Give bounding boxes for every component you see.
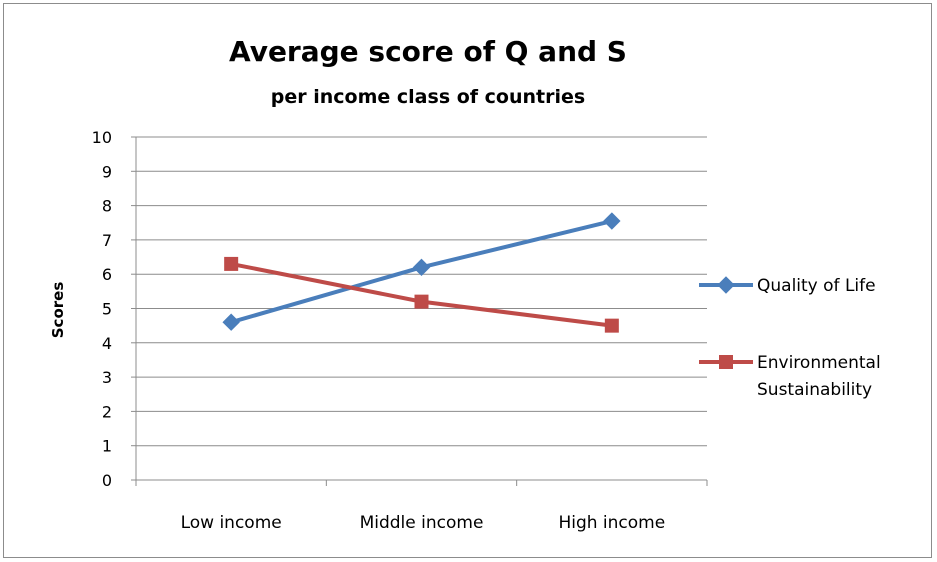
- data-point: [412, 258, 431, 277]
- axes: [131, 136, 708, 486]
- legend-label: Quality of Life: [757, 276, 876, 296]
- chart-title: Average score of Q and S: [229, 35, 627, 68]
- y-tick-label: 6: [102, 265, 112, 284]
- y-tick-label: 7: [102, 231, 112, 250]
- y-tick-label: 8: [102, 197, 112, 216]
- y-tick-label: 10: [92, 128, 112, 147]
- y-tick-label: 2: [102, 402, 112, 421]
- y-tick-label: 9: [102, 162, 112, 181]
- y-axis-label: Scores: [49, 282, 67, 339]
- data-point: [603, 212, 621, 230]
- x-tick-label: Low income: [181, 513, 282, 533]
- chart-subtitle: per income class of countries: [271, 86, 585, 108]
- gridlines: [136, 136, 707, 447]
- y-tick-label: 1: [102, 437, 112, 456]
- x-tick-label: High income: [558, 513, 665, 533]
- legend-label: Environmental Sustainability: [757, 353, 881, 400]
- x-tick-label: Middle income: [360, 513, 484, 533]
- y-tick-label: 0: [102, 471, 112, 490]
- legend-marker: [719, 355, 733, 369]
- series-lines: [222, 212, 621, 333]
- legend-item: Environmental Sustainability: [699, 353, 881, 400]
- series-1: [224, 256, 619, 333]
- chart-frame: [3, 3, 932, 558]
- x-tick-labels: Low income Middle income High income: [181, 513, 666, 533]
- data-point: [604, 318, 619, 333]
- data-point: [414, 294, 429, 309]
- legend-item: Quality of Life: [699, 276, 876, 296]
- y-tick-label: 3: [102, 368, 112, 387]
- series-0: [222, 212, 621, 331]
- y-tick-label: 4: [102, 334, 112, 353]
- data-point: [224, 256, 239, 271]
- data-point: [222, 313, 240, 331]
- legend: Quality of Life Environmental Sustainabili…: [699, 276, 881, 400]
- legend-marker: [717, 276, 735, 294]
- y-tick-label: 5: [102, 300, 112, 319]
- y-tick-labels: 0 1 2 3 4 5 6 7 8 9 10: [92, 128, 112, 490]
